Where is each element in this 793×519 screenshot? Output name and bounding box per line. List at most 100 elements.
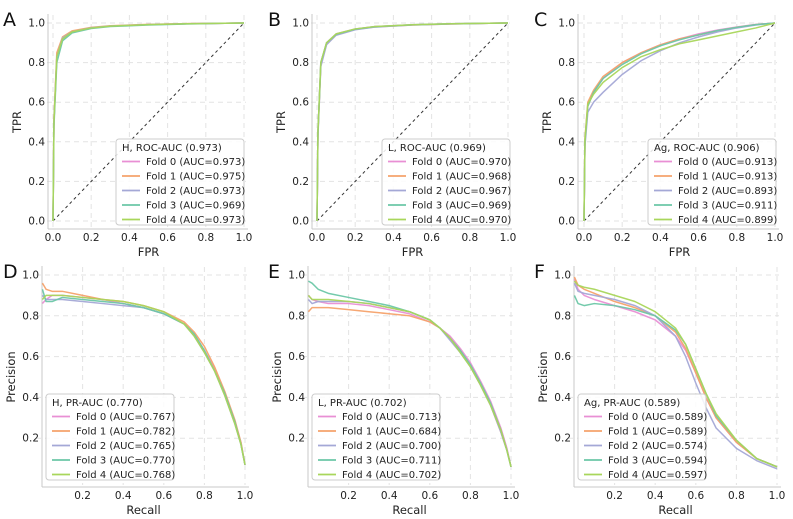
x-tick-label: 0.4 bbox=[647, 490, 664, 502]
x-tick-label: 0.4 bbox=[652, 232, 669, 244]
x-tick-label: 0.6 bbox=[159, 232, 176, 244]
legend-label: Fold 4 (AUC=0.768) bbox=[76, 470, 175, 481]
x-tick-label: 0.2 bbox=[74, 490, 91, 502]
chance-diagonal bbox=[316, 22, 509, 222]
panel-F: F 0.2 0.4 0.6 0.8 1.0 0.2 0.4 0.6 0.8 1.0 Recall Pre… bbox=[534, 261, 785, 517]
x-tick-label: 0.6 bbox=[155, 490, 172, 502]
legend-label: Fold 4 (AUC=0.702) bbox=[342, 470, 441, 481]
x-tick-label: 0.2 bbox=[83, 232, 100, 244]
x-tick-label: 0.2 bbox=[614, 232, 631, 244]
legend-label: Fold 1 (AUC=0.968) bbox=[412, 172, 511, 183]
x-tick-label: 0.6 bbox=[690, 232, 707, 244]
y-tick-label: 0.4 bbox=[22, 392, 39, 404]
chance-diagonal bbox=[52, 22, 245, 222]
legend-label: Fold 1 (AUC=0.975) bbox=[146, 172, 245, 183]
series-line-fold-4 bbox=[583, 22, 776, 222]
y-axis-title: TPR bbox=[274, 111, 288, 134]
x-tick-label: 0.8 bbox=[462, 490, 479, 502]
plot-area bbox=[583, 22, 776, 222]
y-tick-label: 0.6 bbox=[558, 97, 575, 109]
x-axis-title: FPR bbox=[402, 245, 424, 259]
x-tick-label: 0.2 bbox=[340, 490, 357, 502]
y-tick-label: 1.0 bbox=[288, 270, 305, 282]
y-tick-label: 0.4 bbox=[558, 136, 575, 148]
y-tick-label: 0.6 bbox=[22, 351, 39, 363]
plot-area bbox=[573, 276, 778, 470]
x-tick-label: 1.0 bbox=[767, 232, 784, 244]
plot-area bbox=[41, 282, 246, 465]
series-line-fold-4 bbox=[52, 22, 245, 222]
legend: Ag, ROC-AUC (0.906) Fold 0 (AUC=0.913) Fol… bbox=[647, 138, 777, 226]
legend-box bbox=[311, 393, 441, 481]
x-tick-label: 0.2 bbox=[606, 490, 623, 502]
panel-letter: F bbox=[534, 261, 545, 283]
y-tick-label: 0.2 bbox=[554, 433, 571, 445]
legend-label: Fold 4 (AUC=0.973) bbox=[146, 215, 245, 226]
y-tick-label: 1.0 bbox=[554, 270, 571, 282]
y-tick-label: 0.2 bbox=[558, 176, 575, 188]
legend-label: Fold 4 (AUC=0.970) bbox=[412, 215, 511, 226]
legend-label: Fold 4 (AUC=0.899) bbox=[678, 215, 777, 226]
panel-letter: E bbox=[268, 261, 280, 283]
x-tick-label: 0.0 bbox=[45, 232, 62, 244]
x-tick-label: 1.0 bbox=[237, 490, 254, 502]
y-tick-label: 0.6 bbox=[292, 97, 309, 109]
panel-letter: C bbox=[534, 9, 547, 31]
legend-label: Fold 0 (AUC=0.767) bbox=[76, 412, 175, 423]
grid bbox=[302, 267, 513, 485]
x-tick-label: 0.0 bbox=[309, 232, 326, 244]
panel-E: E 0.2 0.4 0.6 0.8 1.0 0.2 0.4 0.6 0.8 1.0 Recall Pre… bbox=[268, 261, 519, 517]
legend-label: Fold 3 (AUC=0.770) bbox=[76, 456, 175, 467]
legend-label: Fold 1 (AUC=0.782) bbox=[76, 427, 175, 438]
legend-title: H, PR-AUC (0.770) bbox=[52, 398, 143, 409]
legend-label: Fold 3 (AUC=0.969) bbox=[146, 201, 245, 212]
x-axis-title: Recall bbox=[658, 503, 692, 517]
y-tick-label: 0.8 bbox=[28, 57, 45, 69]
y-tick-label: 0.2 bbox=[28, 176, 45, 188]
y-tick-label: 0.2 bbox=[292, 176, 309, 188]
x-tick-label: 0.6 bbox=[423, 232, 440, 244]
x-tick-label: 0.4 bbox=[115, 490, 132, 502]
y-tick-label: 0.2 bbox=[22, 433, 39, 445]
x-tick-label: 0.8 bbox=[728, 232, 745, 244]
y-tick-label: 0.6 bbox=[554, 351, 571, 363]
panel-letter: A bbox=[3, 9, 16, 31]
x-tick-label: 1.0 bbox=[503, 490, 520, 502]
legend-box bbox=[577, 393, 707, 481]
y-tick-label: 0.8 bbox=[22, 310, 39, 322]
legend-title: L, PR-AUC (0.702) bbox=[318, 398, 407, 409]
y-tick-label: 0.4 bbox=[554, 392, 571, 404]
legend: H, PR-AUC (0.770) Fold 0 (AUC=0.767) Fold … bbox=[45, 393, 175, 481]
legend-label: Fold 0 (AUC=0.913) bbox=[678, 157, 777, 168]
legend-label: Fold 1 (AUC=0.913) bbox=[678, 172, 777, 183]
x-tick-label: 0.6 bbox=[687, 490, 704, 502]
x-tick-label: 0.8 bbox=[728, 490, 745, 502]
legend-title: H, ROC-AUC (0.973) bbox=[122, 143, 222, 154]
chance-diagonal bbox=[583, 22, 776, 222]
plot-area bbox=[52, 22, 245, 222]
legend-title: L, ROC-AUC (0.969) bbox=[388, 143, 486, 154]
series-line-fold-4 bbox=[307, 294, 512, 467]
y-tick-label: 0.6 bbox=[28, 97, 45, 109]
legend-label: Fold 3 (AUC=0.594) bbox=[608, 456, 707, 467]
panel-letter: D bbox=[3, 261, 18, 283]
legend-label: Fold 0 (AUC=0.973) bbox=[146, 157, 245, 168]
series-line-fold-4 bbox=[573, 280, 778, 468]
y-tick-label: 0.8 bbox=[288, 310, 305, 322]
y-tick-label: 0.8 bbox=[558, 57, 575, 69]
legend-label: Fold 2 (AUC=0.973) bbox=[146, 186, 245, 197]
legend-label: Fold 0 (AUC=0.589) bbox=[608, 412, 707, 423]
y-axis-title: Precision bbox=[4, 351, 18, 402]
y-tick-label: 1.0 bbox=[28, 18, 45, 30]
x-tick-label: 1.0 bbox=[236, 232, 253, 244]
y-axis-title: TPR bbox=[10, 111, 24, 134]
x-tick-label: 0.6 bbox=[421, 490, 438, 502]
y-tick-label: 0.0 bbox=[28, 216, 45, 228]
y-tick-label: 0.8 bbox=[554, 310, 571, 322]
legend-box bbox=[45, 393, 175, 481]
x-tick-label: 1.0 bbox=[500, 232, 517, 244]
x-axis-title: FPR bbox=[669, 245, 691, 259]
legend-label: Fold 1 (AUC=0.684) bbox=[342, 427, 441, 438]
x-tick-label: 0.8 bbox=[196, 490, 213, 502]
